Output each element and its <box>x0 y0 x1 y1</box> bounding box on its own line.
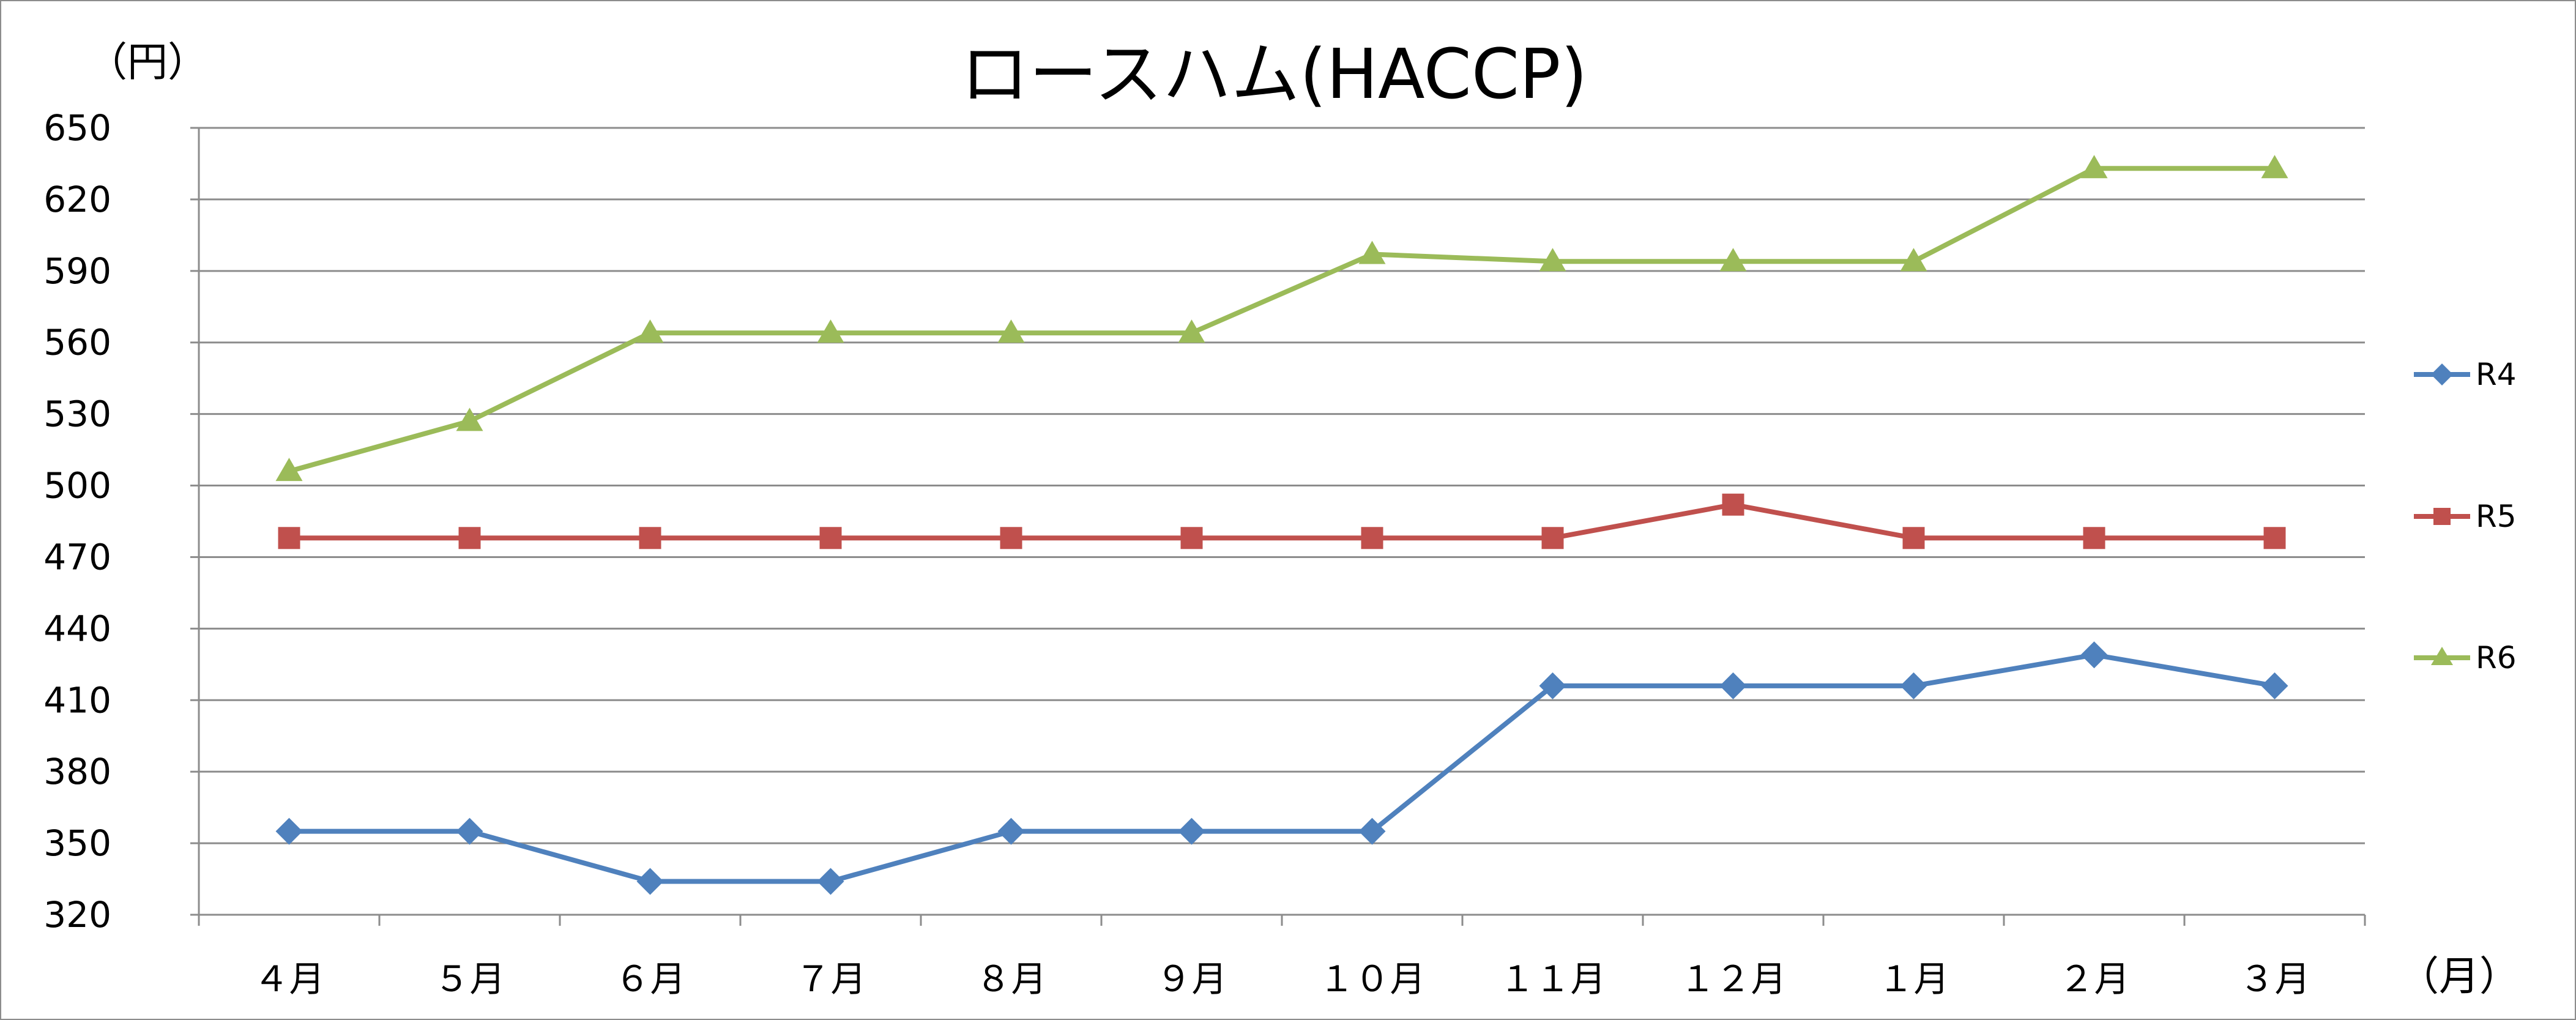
series-group <box>275 155 2288 895</box>
data-point-r6 <box>636 319 664 343</box>
x-tick-label: ６月 <box>614 958 685 1000</box>
x-tick-label: ４月 <box>253 958 324 1000</box>
x-tick-label: １２月 <box>1680 958 1786 1000</box>
y-tick-label: 470 <box>43 536 111 578</box>
data-point-r4 <box>1358 817 1386 845</box>
data-point-r6 <box>1900 248 1927 272</box>
x-tick-label: １０月 <box>1319 958 1425 1000</box>
y-tick-label: 440 <box>43 608 111 649</box>
data-point-r4 <box>2080 641 2108 669</box>
data-point-r6 <box>456 408 483 431</box>
data-point-r5 <box>639 527 661 549</box>
x-tick-label: ９月 <box>1156 958 1227 1000</box>
y-tick-label: 410 <box>43 679 111 721</box>
series-r6 <box>275 155 2288 482</box>
data-point-r5 <box>2083 527 2105 549</box>
x-tick-label: ７月 <box>795 958 866 1000</box>
data-point-r6 <box>1539 248 1566 272</box>
x-tick-label: １１月 <box>1499 958 1606 1000</box>
legend-marker <box>2431 647 2453 665</box>
data-point-r5 <box>1180 527 1203 549</box>
chart-title: ロースハム(HACCP) <box>961 35 1588 114</box>
data-point-r5 <box>1541 527 1564 549</box>
legend-marker <box>2431 363 2453 385</box>
legend-item-r6: R6 <box>2414 640 2517 676</box>
data-point-r4 <box>2261 672 2288 699</box>
legend: R4 R5 R6 <box>2414 357 2517 676</box>
legend-item-r4: R4 <box>2414 357 2517 392</box>
data-point-r6 <box>1358 240 1386 264</box>
data-point-r5 <box>1361 527 1383 549</box>
legend-marker <box>2433 508 2451 525</box>
data-point-r6 <box>275 458 303 482</box>
legend-label: R5 <box>2476 499 2517 534</box>
x-tick-label: １月 <box>1878 958 1949 1000</box>
y-tick-label: 380 <box>43 751 111 792</box>
x-tick-label: ５月 <box>434 958 505 1000</box>
data-point-r4 <box>1539 672 1566 699</box>
x-tick-label: ３月 <box>2239 958 2310 1000</box>
data-point-r5 <box>458 527 481 549</box>
grid-lines <box>199 127 2365 916</box>
data-point-r6 <box>1719 248 1747 272</box>
data-point-r5 <box>278 527 300 549</box>
legend-label: R4 <box>2476 357 2517 392</box>
x-tick-label: ８月 <box>975 958 1046 1000</box>
data-point-r4 <box>275 817 303 845</box>
data-point-r4 <box>997 817 1025 845</box>
data-point-r6 <box>1178 319 1205 343</box>
series-r4 <box>275 641 2288 895</box>
legend-label: R6 <box>2476 640 2517 676</box>
y-tick-label: 320 <box>43 894 111 936</box>
data-point-r4 <box>456 817 483 845</box>
data-point-r4 <box>636 868 664 895</box>
series-r5 <box>278 493 2286 549</box>
data-point-r4 <box>1900 672 1927 699</box>
data-point-r4 <box>1719 672 1747 699</box>
y-tick-label: 560 <box>43 322 111 363</box>
data-point-r6 <box>817 319 844 343</box>
data-point-r6 <box>2080 155 2108 179</box>
legend-item-r5: R5 <box>2414 499 2517 534</box>
data-point-r4 <box>817 868 844 895</box>
data-point-r6 <box>997 319 1025 343</box>
y-tick-label: 590 <box>43 250 111 292</box>
x-tick-label: ２月 <box>2058 958 2129 1000</box>
axes: 320 350 380 410 440 470 500 530 560 590 620 650 ４月 ５月… <box>43 107 2366 1000</box>
series-line-r5 <box>289 502 2275 541</box>
data-point-r5 <box>1000 527 1022 549</box>
data-point-r5 <box>2263 527 2286 549</box>
y-tick-label: 620 <box>43 179 111 220</box>
x-axis-unit-label: （月） <box>2399 953 2520 1000</box>
y-tick-label: 530 <box>43 393 111 435</box>
data-point-r5 <box>819 527 842 549</box>
series-line-r4 <box>289 652 2276 884</box>
data-point-r4 <box>1178 817 1205 845</box>
data-point-r5 <box>1722 493 1744 516</box>
y-tick-label: 650 <box>43 107 111 149</box>
series-line-r6 <box>288 166 2275 474</box>
y-tick-label: 500 <box>43 465 111 507</box>
data-point-r5 <box>1902 527 1925 549</box>
y-tick-label: 350 <box>43 822 111 864</box>
data-point-r6 <box>2261 155 2288 179</box>
y-axis-unit-label: （円） <box>87 39 208 86</box>
